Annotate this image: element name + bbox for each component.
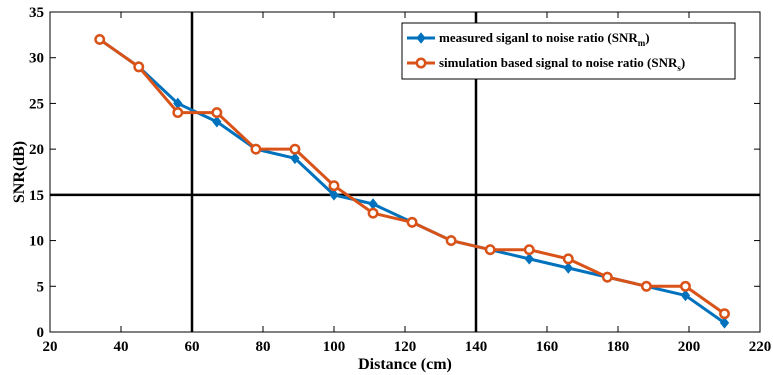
y-tick-label-20: 20 bbox=[29, 142, 44, 158]
series-2-point-210 bbox=[719, 308, 730, 320]
series-2-point-89 bbox=[289, 143, 301, 155]
y-tick-label-25: 25 bbox=[29, 96, 44, 112]
series-2-point-122 bbox=[406, 216, 418, 228]
series-lines bbox=[94, 33, 730, 329]
series-2-point-78 bbox=[250, 143, 262, 155]
x-tick-label-100: 100 bbox=[323, 339, 346, 355]
series-2-point-144 bbox=[484, 244, 496, 256]
legend-label-subscript-1: m bbox=[638, 38, 646, 48]
legend-label-suffix-1: ) bbox=[645, 30, 649, 45]
series-1-point-155 bbox=[524, 253, 534, 265]
series-2-point-188 bbox=[640, 280, 652, 292]
x-tick-label-40: 40 bbox=[114, 339, 129, 355]
series-2-point-100 bbox=[328, 180, 340, 192]
axis-ticks: 20 40 60 80 100 120 140 160 180 200 220 0 5 10 15 20 25 3… bbox=[29, 5, 771, 355]
series-1-point-199 bbox=[680, 289, 691, 302]
legend-label-1: measured siganl to noise ratio (SNRm) bbox=[439, 30, 650, 48]
series-2-point-67 bbox=[211, 107, 223, 119]
y-tick-label-5: 5 bbox=[37, 279, 45, 295]
legend-label-subscript-2: s bbox=[677, 63, 681, 73]
legend-item-1: measured siganl to noise ratio (SNRm) bbox=[407, 30, 650, 48]
series-1-point-100 bbox=[329, 189, 339, 201]
series-2-point-155 bbox=[523, 244, 535, 256]
series-2-point-199 bbox=[680, 280, 691, 292]
series-2-point-111 bbox=[367, 207, 379, 219]
legend-item-2: simulation based signal to noise ratio (… bbox=[407, 55, 685, 73]
series-2-point-34 bbox=[94, 33, 106, 45]
y-tick-label-10: 10 bbox=[29, 234, 44, 250]
legend-box bbox=[401, 22, 736, 80]
series-1-point-166 bbox=[563, 262, 573, 274]
series-2-point-177 bbox=[601, 271, 613, 283]
x-tick-label-80: 80 bbox=[256, 339, 271, 355]
x-tick-label-60: 60 bbox=[185, 339, 200, 355]
y-tick-label-15: 15 bbox=[29, 188, 44, 204]
legend-marker-2 bbox=[415, 57, 427, 69]
x-tick-label-220: 220 bbox=[749, 339, 772, 355]
series-2 bbox=[94, 33, 730, 320]
legend-marker-1 bbox=[416, 32, 426, 44]
legend-label-2: simulation based signal to noise ratio (… bbox=[439, 55, 685, 73]
x-tick-label-180: 180 bbox=[607, 339, 630, 355]
x-tick-label-120: 120 bbox=[394, 339, 417, 355]
series-1-point-67 bbox=[212, 115, 222, 128]
legend: measured siganl to noise ratio (SNRm) sim… bbox=[401, 22, 736, 80]
x-tick-label-160: 160 bbox=[536, 339, 559, 355]
series-1-point-210 bbox=[719, 317, 730, 329]
series-2-point-133 bbox=[445, 235, 457, 247]
series-2-point-166 bbox=[562, 253, 574, 265]
y-tick-label-30: 30 bbox=[29, 51, 44, 67]
series-2-point-56 bbox=[172, 107, 184, 119]
legend-label-suffix-2: ) bbox=[681, 55, 685, 70]
x-tick-label-200: 200 bbox=[678, 339, 701, 355]
series-1-point-89 bbox=[290, 152, 300, 165]
x-axis-title: Distance (cm) bbox=[358, 356, 452, 373]
y-tick-label-0: 0 bbox=[37, 325, 45, 341]
series-2-point-45 bbox=[133, 61, 145, 73]
x-tick-label-140: 140 bbox=[465, 339, 488, 355]
x-tick-label-20: 20 bbox=[43, 339, 58, 355]
y-tick-label-35: 35 bbox=[29, 5, 44, 21]
y-axis-title: SNR(dB) bbox=[11, 141, 28, 203]
